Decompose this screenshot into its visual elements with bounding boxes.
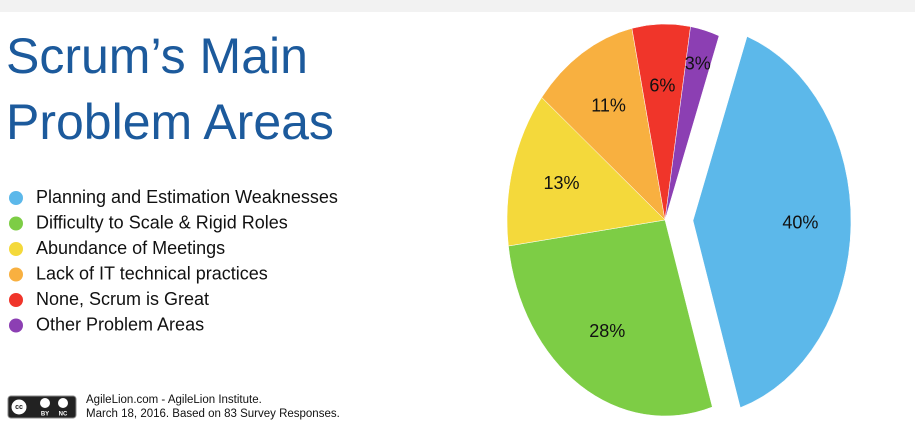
legend-label: None, Scrum is Great [36, 289, 209, 309]
legend-swatch [9, 293, 23, 307]
value-label: 40% [782, 212, 818, 232]
badge-text: BY [41, 412, 49, 418]
footer-text: AgileLion.com - AgileLion Institute. [86, 394, 262, 406]
pie-slice [541, 28, 666, 221]
chart-title: Problem Areas [6, 94, 334, 150]
top-strip [0, 0, 915, 12]
legend-label: Other Problem Areas [36, 314, 204, 334]
pie-slice [664, 26, 720, 221]
legend-swatch [9, 267, 23, 282]
value-label: 3% [685, 53, 711, 73]
badge-circle [10, 398, 28, 416]
chart-title: Scrum’s Main [6, 28, 308, 84]
legend-swatch [9, 242, 23, 256]
value-label: 28% [589, 321, 625, 341]
legend-label: Lack of IT technical practices [36, 263, 268, 283]
badge-text: NC [59, 412, 68, 418]
legend-label: Difficulty to Scale & Rigid Roles [36, 212, 288, 232]
footer-badge: cc BY NC [7, 395, 77, 419]
badge-icon [40, 398, 50, 408]
legend-label: Planning and Estimation Weaknesses [36, 187, 338, 207]
value-label: 13% [543, 173, 579, 193]
value-label: 6% [649, 76, 675, 96]
legend-swatch [9, 318, 23, 333]
pie-slice [506, 97, 666, 247]
pie-slice [508, 219, 713, 417]
badge-icon [58, 398, 68, 408]
legend-label: Abundance of Meetings [36, 238, 225, 258]
footer-text: March 18, 2016. Based on 83 Survey Respo… [86, 408, 340, 420]
badge-text: cc [15, 404, 23, 411]
value-label: 11% [591, 95, 626, 115]
legend-swatch [9, 216, 23, 231]
pie-slice [692, 36, 852, 408]
legend-swatch [9, 191, 23, 205]
